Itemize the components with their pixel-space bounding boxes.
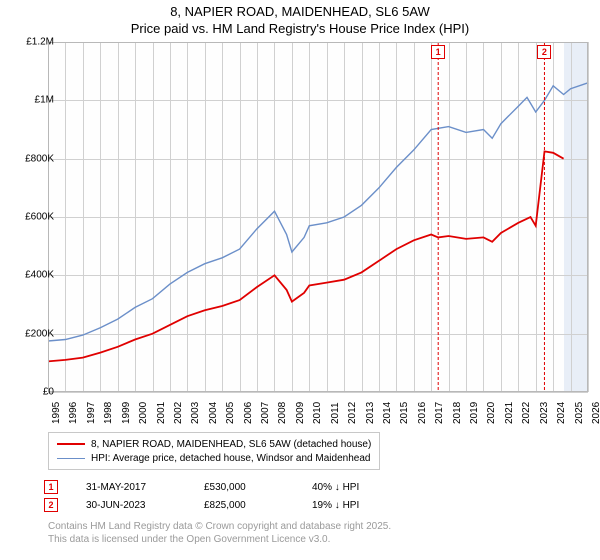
x-tick-label: 2010 <box>312 402 323 424</box>
x-tick-label: 2004 <box>208 402 219 424</box>
x-tick-label: 2018 <box>452 402 463 424</box>
legend-row: HPI: Average price, detached house, Wind… <box>57 451 371 465</box>
x-tick-label: 2014 <box>382 402 393 424</box>
x-tick-label: 2026 <box>591 402 600 424</box>
legend: 8, NAPIER ROAD, MAIDENHEAD, SL6 5AW (det… <box>48 432 380 470</box>
y-tick-label: £400K <box>25 270 54 281</box>
y-tick-label: £800K <box>25 153 54 164</box>
legend-label: HPI: Average price, detached house, Wind… <box>91 453 370 464</box>
sales-row: 2 30-JUN-2023 £825,000 19% ↓ HPI <box>44 496 359 514</box>
x-tick-label: 2003 <box>190 402 201 424</box>
x-tick-label: 2007 <box>260 402 271 424</box>
x-tick-label: 2022 <box>521 402 532 424</box>
x-tick-label: 2012 <box>347 402 358 424</box>
sale-date: 31-MAY-2017 <box>86 482 176 493</box>
sale-price: £530,000 <box>204 482 284 493</box>
y-tick-label: £200K <box>25 328 54 339</box>
x-tick-label: 1998 <box>103 402 114 424</box>
y-tick-label: £600K <box>25 212 54 223</box>
x-tick-label: 1996 <box>68 402 79 424</box>
series-hpi <box>48 83 588 341</box>
x-tick-label: 2013 <box>365 402 376 424</box>
x-tick-label: 1997 <box>86 402 97 424</box>
y-tick-label: £1.2M <box>26 37 54 48</box>
x-tick-label: 2021 <box>504 402 515 424</box>
x-tick-label: 2008 <box>277 402 288 424</box>
x-tick-label: 2006 <box>243 402 254 424</box>
copyright-line1: Contains HM Land Registry data © Crown c… <box>48 521 391 532</box>
x-tick-label: 2000 <box>138 402 149 424</box>
x-tick-label: 2020 <box>486 402 497 424</box>
sale-marker-box: 1 <box>431 45 445 59</box>
sale-date: 30-JUN-2023 <box>86 500 176 511</box>
legend-row: 8, NAPIER ROAD, MAIDENHEAD, SL6 5AW (det… <box>57 437 371 451</box>
x-tick-label: 2001 <box>156 402 167 424</box>
x-tick-label: 2009 <box>295 402 306 424</box>
x-tick-label: 2019 <box>469 402 480 424</box>
y-tick-label: £0 <box>43 387 54 398</box>
x-tick-label: 2024 <box>556 402 567 424</box>
title-line1: 8, NAPIER ROAD, MAIDENHEAD, SL6 5AW <box>170 4 430 19</box>
x-tick-label: 2023 <box>539 402 550 424</box>
legend-label: 8, NAPIER ROAD, MAIDENHEAD, SL6 5AW (det… <box>91 439 371 450</box>
copyright-line2: This data is licensed under the Open Gov… <box>48 534 330 545</box>
sale-delta: 19% ↓ HPI <box>312 500 359 511</box>
sale-marker-box: 2 <box>537 45 551 59</box>
x-tick-label: 2011 <box>330 402 341 424</box>
x-tick-label: 1999 <box>121 402 132 424</box>
x-tick-label: 2025 <box>574 402 585 424</box>
y-tick-label: £1M <box>35 95 54 106</box>
plot-area: 12 <box>48 42 588 392</box>
legend-swatch <box>57 443 85 445</box>
x-tick-label: 1995 <box>51 402 62 424</box>
x-tick-label: 2005 <box>225 402 236 424</box>
x-tick-label: 2016 <box>417 402 428 424</box>
legend-swatch <box>57 458 85 459</box>
sale-price: £825,000 <box>204 500 284 511</box>
sales-marker: 2 <box>44 498 58 512</box>
chart-title: 8, NAPIER ROAD, MAIDENHEAD, SL6 5AW Pric… <box>0 0 600 38</box>
copyright: Contains HM Land Registry data © Crown c… <box>48 520 391 546</box>
sales-marker: 1 <box>44 480 58 494</box>
sale-delta: 40% ↓ HPI <box>312 482 359 493</box>
x-tick-label: 2002 <box>173 402 184 424</box>
x-tick-label: 2017 <box>434 402 445 424</box>
x-tick-label: 2015 <box>399 402 410 424</box>
title-line2: Price paid vs. HM Land Registry's House … <box>131 21 469 36</box>
sales-table: 1 31-MAY-2017 £530,000 40% ↓ HPI 2 30-JUN-202… <box>44 478 359 514</box>
sales-row: 1 31-MAY-2017 £530,000 40% ↓ HPI <box>44 478 359 496</box>
chart-container: 8, NAPIER ROAD, MAIDENHEAD, SL6 5AW Pric… <box>0 0 600 560</box>
series-price_paid <box>48 151 564 361</box>
series-lines <box>48 42 588 392</box>
